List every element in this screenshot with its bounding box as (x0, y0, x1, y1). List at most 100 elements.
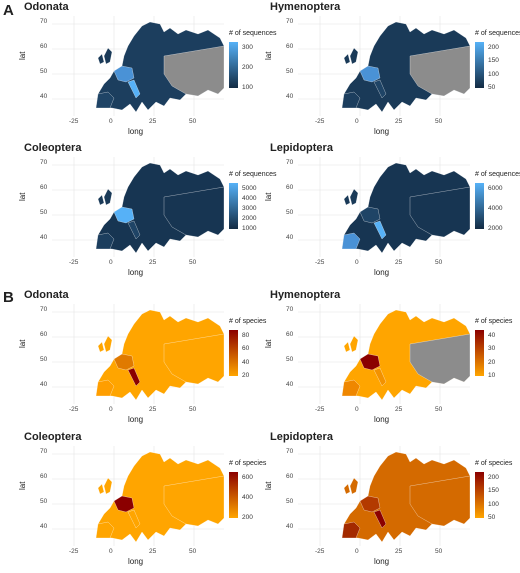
x-tick-label: 50 (189, 259, 197, 266)
y-tick-label: 50 (286, 209, 294, 216)
x-tick-label: -25 (69, 118, 79, 125)
panel-title: Lepidoptera (270, 431, 333, 443)
map-panel-coleoptera: Coleoptera 70 60 50 40 -25 0 25 50 lat long # of se… (18, 142, 277, 281)
region-uk (103, 477, 113, 495)
color-legend: # of species 600 400 200 (229, 460, 289, 521)
legend-colorbar (229, 183, 238, 229)
y-tick-label: 40 (40, 381, 48, 388)
region-italy (373, 367, 387, 387)
x-tick-label: 0 (355, 548, 359, 555)
region-central (113, 495, 135, 513)
x-tick-label: 25 (395, 406, 403, 413)
legend-tick-label: 40 (488, 332, 496, 339)
y-tick-label: 70 (40, 159, 48, 166)
region-iberia (95, 232, 115, 250)
legend-tick-label: 200 (488, 44, 499, 51)
legend-tick-label: 600 (242, 474, 253, 481)
legend-tick-label: 40 (242, 358, 250, 366)
x-axis-label: long (374, 415, 390, 424)
y-tick-label: 50 (40, 68, 48, 75)
y-tick-label: 50 (40, 209, 48, 216)
x-tick-label: 0 (109, 118, 113, 125)
y-tick-label: 70 (286, 448, 294, 455)
region-italy (127, 220, 141, 240)
y-tick-label: 60 (286, 331, 294, 338)
color-legend: # of sequences 300 200 100 (229, 30, 289, 91)
region-iberia (341, 232, 361, 250)
x-tick-label: 25 (395, 548, 403, 555)
section-label-b: B (3, 289, 14, 306)
region-ireland (343, 483, 351, 495)
panel-title: Odonata (24, 289, 69, 301)
y-tick-label: 40 (40, 523, 48, 530)
region-ireland (97, 341, 105, 353)
map-plot-area (52, 16, 224, 116)
x-tick-label: 0 (355, 118, 359, 125)
map-panel-odonata: Odonata 70 60 50 40 -25 0 25 50 lat long # of speci… (18, 289, 277, 428)
x-tick-label: -25 (69, 548, 79, 555)
legend-tick-label: 1000 (242, 225, 257, 232)
legend-tick-label: 150 (488, 487, 499, 495)
legend-colorbar (475, 330, 484, 376)
section-label-a: A (3, 2, 14, 19)
y-tick-label: 70 (286, 159, 294, 166)
region-central (359, 353, 381, 371)
y-axis-label: lat (264, 339, 273, 348)
y-tick-label: 60 (286, 43, 294, 50)
map-plot-area (52, 157, 224, 257)
region-east (163, 45, 224, 97)
y-tick-label: 70 (40, 448, 48, 455)
x-axis-label: long (128, 415, 144, 424)
region-east (163, 186, 224, 238)
y-tick-label: 40 (40, 93, 48, 100)
europe-map (298, 157, 470, 257)
region-east (409, 333, 470, 385)
y-tick-label: 70 (286, 18, 294, 25)
x-axis-label: long (128, 127, 144, 136)
color-legend: # of sequences 5000 4000 3000 2000 1000 (229, 171, 289, 232)
region-iberia (95, 379, 115, 397)
y-tick-label: 70 (40, 306, 48, 313)
region-uk (103, 47, 113, 65)
legend-colorbar (475, 42, 484, 88)
legend-title: # of sequences (475, 171, 520, 178)
region-central (359, 65, 381, 83)
legend-colorbar (475, 183, 484, 229)
region-iberia (341, 91, 361, 109)
y-tick-label: 60 (40, 43, 48, 50)
legend-tick-label: 60 (242, 345, 250, 353)
y-tick-label: 60 (286, 184, 294, 191)
region-ireland (343, 194, 351, 206)
region-east (409, 186, 470, 238)
region-italy (127, 79, 141, 99)
y-tick-label: 50 (286, 498, 294, 505)
y-tick-label: 60 (40, 184, 48, 191)
y-tick-label: 40 (286, 93, 294, 100)
legend-title: # of species (475, 460, 513, 467)
y-tick-label: 50 (286, 68, 294, 75)
legend-tick-label: 200 (242, 514, 253, 521)
y-axis-label: lat (18, 339, 27, 348)
x-tick-label: -25 (315, 548, 325, 555)
region-uk (349, 47, 359, 65)
legend-tick-label: 50 (488, 84, 496, 91)
y-tick-label: 40 (286, 234, 294, 241)
x-tick-label: 50 (189, 118, 197, 125)
y-axis-label: lat (264, 51, 273, 60)
panel-title: Lepidoptera (270, 142, 333, 154)
x-tick-label: 25 (149, 548, 157, 555)
legend-tick-label: 3000 (242, 205, 257, 212)
x-tick-label: -25 (69, 406, 79, 413)
map-plot-area (298, 446, 470, 546)
legend-title: # of sequences (229, 171, 277, 178)
legend-tick-label: 6000 (488, 185, 503, 192)
region-ireland (343, 341, 351, 353)
region-central (359, 206, 381, 224)
x-tick-label: 0 (355, 259, 359, 266)
map-panel-lepidoptera: Lepidoptera 70 60 50 40 -25 0 25 50 lat long # of s… (264, 431, 520, 570)
y-axis-label: lat (18, 481, 27, 490)
x-tick-label: 25 (149, 259, 157, 266)
legend-tick-label: 5000 (242, 185, 257, 192)
region-ireland (97, 194, 105, 206)
region-uk (349, 188, 359, 206)
